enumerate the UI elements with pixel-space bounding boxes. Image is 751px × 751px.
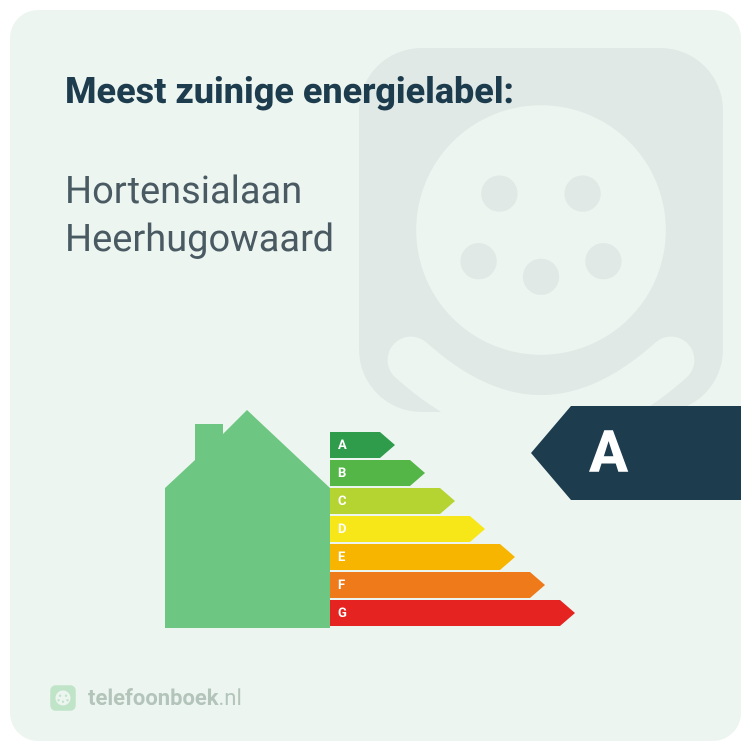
street-name: Hortensialaan [65,169,302,213]
energy-bar-arrow [470,516,485,542]
energy-bar-e: E [330,544,575,570]
energy-bar-label: D [330,516,470,542]
footer-brand: telefoonboek.nl [48,683,242,713]
energy-bar-arrow [560,600,575,626]
footer-brand-text: telefoonboek.nl [88,686,242,711]
energy-bar-arrow [380,432,395,458]
energy-bar-d: D [330,516,575,542]
energy-bar-g: G [330,600,575,626]
energy-bar-label: E [330,544,500,570]
energy-bar-label: F [330,572,530,598]
energy-bar-label: C [330,488,440,514]
energy-label-card: Meest zuinige energielabel: Hortensialaa… [10,10,741,741]
selected-label-arrow [531,406,571,500]
energy-bar-arrow [530,572,545,598]
energy-bar-arrow [440,488,455,514]
energy-bar-arrow [500,544,515,570]
energy-bar-f: F [330,572,575,598]
energy-bar-label: G [330,600,560,626]
selected-label-body: A [571,406,741,500]
energy-bar-label: A [330,432,380,458]
selected-label-letter: A [589,419,628,487]
selected-energy-label: A [531,405,741,500]
energy-bar-label: B [330,460,410,486]
energy-bar-arrow [410,460,425,486]
footer-logo-icon [48,683,78,713]
footer-brand-bold: telefoonboek [88,686,219,711]
footer-brand-suffix: .nl [219,686,242,711]
house-icon [165,410,330,630]
